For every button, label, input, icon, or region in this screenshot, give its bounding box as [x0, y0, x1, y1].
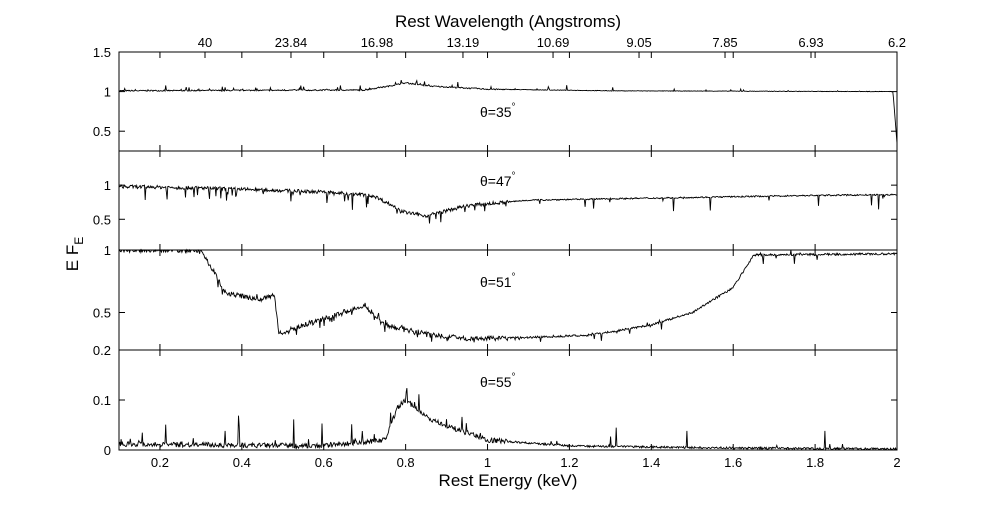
- panel-frame-2: [118, 150, 898, 251]
- xtick-label-1: 0.4: [233, 455, 251, 470]
- x2tick-label-6: 7.85: [712, 35, 737, 50]
- xtick-label-4: 1: [484, 455, 491, 470]
- xtick-label-5: 1.2: [560, 455, 578, 470]
- panel-label-1: θ=35°: [480, 102, 516, 120]
- spectrum-line-3: [118, 248, 898, 343]
- bottom-axis-title: Rest Energy (keV): [439, 471, 578, 490]
- x2tick-label-2: 16.98: [361, 35, 394, 50]
- x2tick-label-7: 6.93: [798, 35, 823, 50]
- xtick-label-9: 2: [893, 455, 900, 470]
- ytick-label-2-0: 0.5: [93, 212, 111, 227]
- x2tick-label-0: 40: [198, 35, 212, 50]
- svg-text:E FE: E FE: [63, 237, 86, 271]
- axes: 0.5 1 1.5 θ=35° 0.5 1 θ=47° 0.2 0.5 1 θ=51° 0 0.1 θ=5…: [93, 35, 906, 470]
- spectrum-line-2: [118, 183, 898, 224]
- xtick-label-8: 1.8: [806, 455, 824, 470]
- ytick-label-4-0: 0: [104, 443, 111, 458]
- x2tick-label-3: 13.19: [447, 35, 480, 50]
- spectrum-line-1: [118, 79, 898, 144]
- x2tick-label-8: 6.2: [888, 35, 906, 50]
- panel-frame-1: [118, 51, 898, 152]
- ytick-label-2-1: 1: [104, 178, 111, 193]
- y-axis-title: E FE: [63, 237, 86, 271]
- xtick-label-3: 0.8: [397, 455, 415, 470]
- ytick-label-3-1: 0.5: [93, 306, 111, 321]
- xtick-label-2: 0.6: [315, 455, 333, 470]
- ytick-label-4-1: 0.1: [93, 393, 111, 408]
- xtick-label-7: 1.6: [724, 455, 742, 470]
- y-axis-title-sub: E: [72, 237, 86, 245]
- x2tick-label-4: 10.69: [537, 35, 570, 50]
- ytick-label-1-2: 1.5: [93, 45, 111, 60]
- top-axis-title: Rest Wavelength (Angstroms): [395, 12, 621, 31]
- ytick-label-3-0: 0.2: [93, 343, 111, 358]
- ytick-label-1-1: 1: [104, 85, 111, 100]
- xtick-label-0: 0.2: [151, 455, 169, 470]
- panel-label-4: θ=55°: [480, 372, 516, 390]
- panel-label-2: θ=47°: [480, 171, 516, 189]
- panel-frame-4: [118, 349, 898, 451]
- x2tick-label-5: 9.05: [626, 35, 651, 50]
- panels: [118, 79, 898, 451]
- panel-label-3: θ=51°: [480, 272, 516, 290]
- spectrum-line-4: [118, 388, 898, 451]
- panel-frame-3: [118, 249, 898, 351]
- ytick-label-1-0: 0.5: [93, 124, 111, 139]
- ytick-label-3-2: 1: [104, 243, 111, 258]
- xtick-label-6: 1.4: [642, 455, 660, 470]
- y-axis-title-main: E F: [63, 245, 82, 271]
- x2tick-label-1: 23.84: [275, 35, 308, 50]
